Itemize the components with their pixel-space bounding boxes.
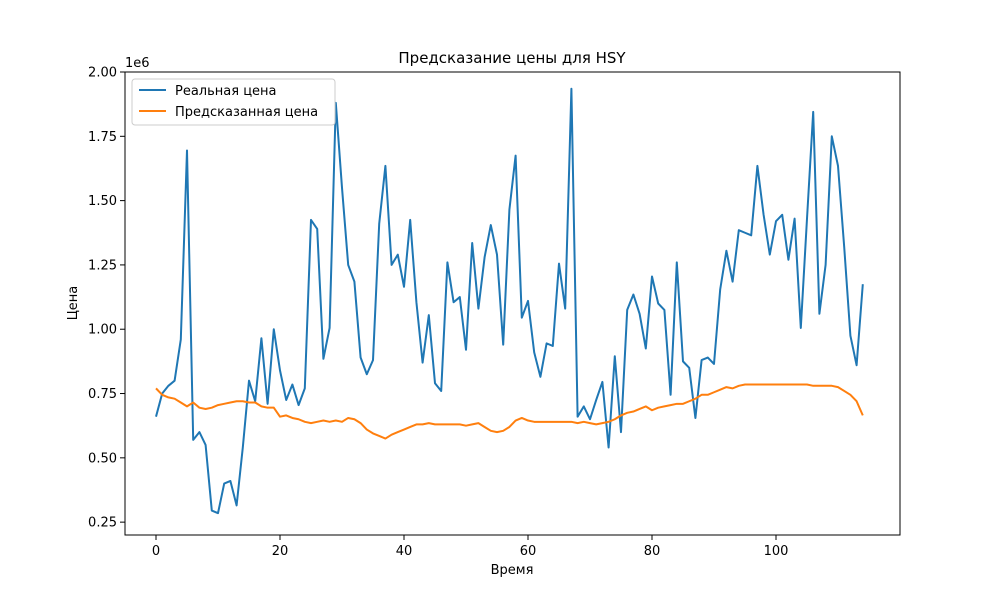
y-tick-label: 0.75 — [88, 387, 117, 402]
x-tick-label: 80 — [644, 544, 661, 559]
x-axis-label: Время — [491, 563, 534, 578]
x-tick-label: 20 — [272, 544, 289, 559]
x-tick-label: 0 — [152, 544, 160, 559]
x-tick-label: 100 — [764, 544, 789, 559]
y-tick-label: 1.50 — [88, 194, 117, 209]
x-tick-label: 60 — [520, 544, 537, 559]
plot-area — [125, 72, 900, 535]
y-tick-label: 2.00 — [88, 66, 117, 81]
legend-label-predicted: Предсказанная цена — [175, 105, 318, 120]
legend-box — [131, 78, 336, 126]
legend: Реальная цена Предсказанная цена — [131, 78, 336, 126]
y-tick-label: 1.25 — [88, 258, 117, 273]
y-offset-text: 1e6 — [125, 56, 150, 71]
y-axis-label: Цена — [66, 286, 81, 321]
x-tick-label: 40 — [396, 544, 413, 559]
series-line-real — [155, 87, 864, 515]
y-ticks: 0.25 0.50 0.75 1.00 1.25 1.50 1.75 2.00 — [88, 66, 125, 531]
y-tick-label: 1.00 — [88, 323, 117, 338]
y-tick-label: 1.75 — [88, 130, 117, 145]
x-ticks: 0 20 40 60 80 100 — [152, 535, 789, 559]
series-layer — [155, 87, 864, 515]
axes-frame — [124, 71, 901, 536]
y-tick-label: 0.50 — [88, 451, 117, 466]
y-tick-label: 0.25 — [88, 516, 117, 531]
series-line-predicted — [155, 383, 864, 440]
legend-label-real: Реальная цена — [175, 84, 277, 99]
chart-title: Предсказание цены для HSY — [398, 49, 626, 67]
